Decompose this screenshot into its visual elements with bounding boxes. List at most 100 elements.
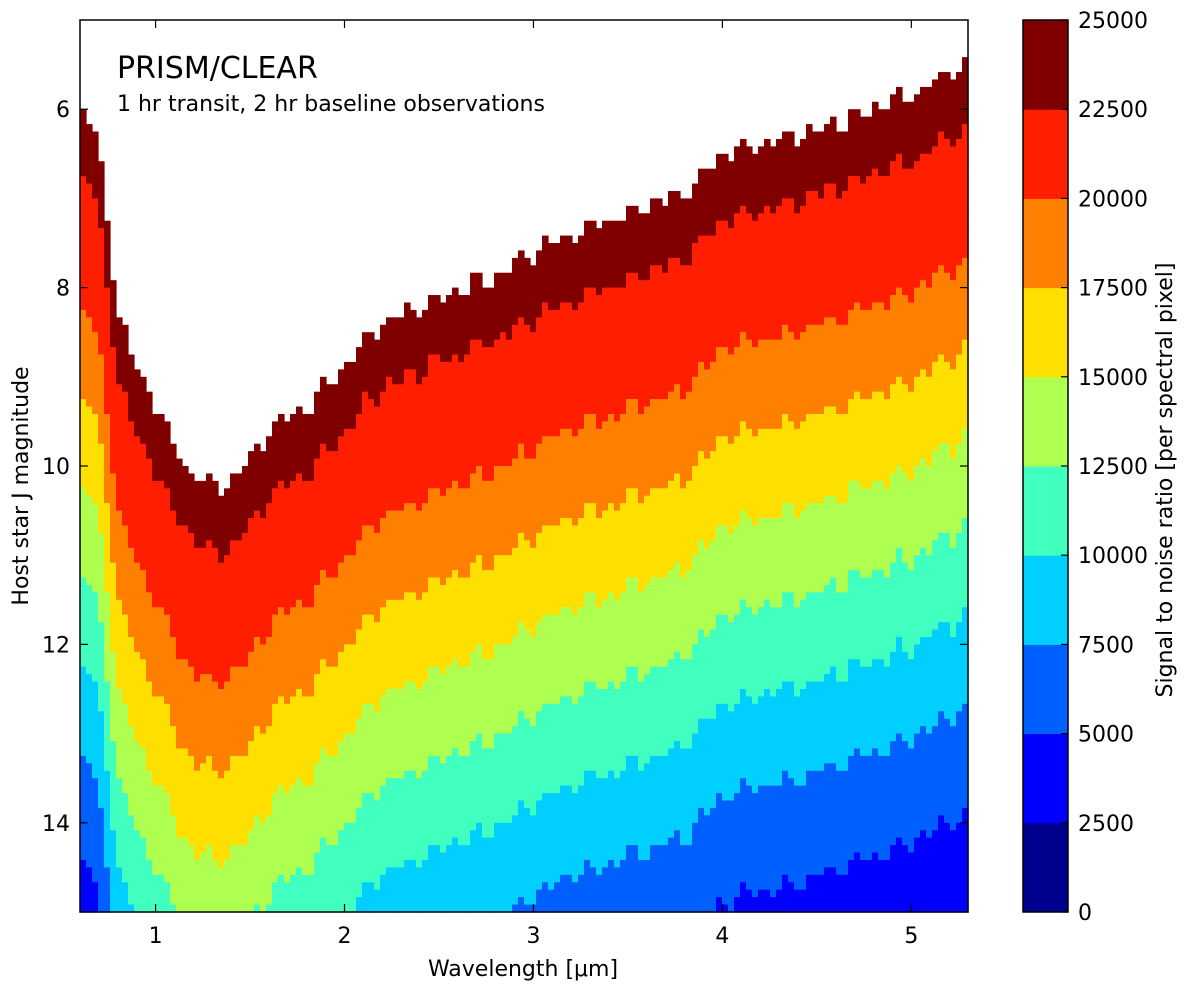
heatmap-cell [224,659,231,668]
heatmap-cell [356,547,363,556]
heatmap-cell [284,889,291,898]
heatmap-cell [380,822,387,831]
heatmap-cell [440,532,447,541]
heatmap-cell [164,726,171,735]
heatmap-cell [302,889,309,898]
heatmap-cell [302,629,309,638]
heatmap-cell [236,547,243,556]
heatmap-cell [398,369,405,378]
heatmap-cell [98,480,105,489]
heatmap-cell [446,837,453,846]
heatmap-cell [86,599,93,608]
heatmap-cell [410,473,417,482]
heatmap-cell [158,443,165,452]
heatmap-cell [182,599,189,608]
heatmap-cell [404,570,411,579]
heatmap-cell [134,852,141,861]
heatmap-cell [272,897,279,906]
heatmap-cell [194,570,201,579]
heatmap-cell [182,793,189,802]
heatmap-cell [212,540,219,549]
heatmap-cell [122,376,129,385]
heatmap-cell [476,510,483,519]
heatmap-cell [344,391,351,400]
heatmap-cell [128,837,135,846]
heatmap-cell [350,681,357,690]
heatmap-cell [356,451,363,460]
heatmap-cell [116,555,123,564]
heatmap-cell [188,473,195,482]
heatmap-cell [134,503,141,512]
heatmap-cell [314,800,321,809]
heatmap-cell [122,332,129,341]
heatmap-cell [278,689,285,698]
heatmap-cell [176,845,183,854]
heatmap-cell [272,629,279,638]
heatmap-cell [92,190,99,199]
heatmap-cell [302,718,309,727]
heatmap-cell [242,748,249,757]
heatmap-cell [152,428,159,437]
heatmap-cell [416,711,423,720]
heatmap-cell [422,703,429,712]
heatmap-cell [140,570,147,579]
heatmap-cell [470,741,477,750]
heatmap-cell [206,733,213,742]
heatmap-cell [332,384,339,393]
heatmap-cell [134,785,141,794]
heatmap-cell [410,726,417,735]
heatmap-cell [272,859,279,868]
heatmap-cell [122,607,129,616]
heatmap-cell [356,622,363,631]
heatmap-cell [446,889,453,898]
heatmap-cell [326,897,333,906]
heatmap-cell [428,391,435,400]
heatmap-cell [464,763,471,772]
heatmap-cell [350,845,357,854]
heatmap-cell [206,867,213,876]
heatmap-cell [170,763,177,772]
heatmap-cell [176,837,183,846]
heatmap-cell [80,651,87,660]
heatmap-cell [206,755,213,764]
heatmap-cell [116,837,123,846]
heatmap-cell [110,451,117,460]
heatmap-cell [152,882,159,891]
heatmap-cell [314,778,321,787]
heatmap-cell [344,428,351,437]
heatmap-cell [332,629,339,638]
heatmap-cell [272,889,279,898]
heatmap-cell [374,451,381,460]
heatmap-cell [440,882,447,891]
heatmap-cell [356,778,363,787]
heatmap-cell [278,718,285,727]
heatmap-cell [392,681,399,690]
heatmap-cell [248,748,255,757]
heatmap-cell [92,406,99,415]
heatmap-cell [152,503,159,512]
heatmap-cell [410,785,417,794]
heatmap-cell [302,822,309,831]
heatmap-cell [86,250,93,259]
heatmap-cell [188,525,195,534]
heatmap-cell [452,525,459,534]
heatmap-cell [80,607,87,616]
heatmap-cell [284,577,291,586]
heatmap-cell [236,904,243,913]
heatmap-cell [212,614,219,623]
heatmap-cell [332,889,339,898]
heatmap-cell [350,867,357,876]
heatmap-cell [446,466,453,475]
heatmap-cell [482,629,489,638]
heatmap-cell [416,562,423,571]
heatmap-cell [170,718,177,727]
heatmap-cell [350,726,357,735]
heatmap-cell [320,867,327,876]
heatmap-cell [446,547,453,556]
heatmap-cell [398,339,405,348]
heatmap-cell [164,525,171,534]
heatmap-cell [116,436,123,445]
heatmap-cell [368,711,375,720]
heatmap-cell [332,436,339,445]
heatmap-cell [86,510,93,519]
